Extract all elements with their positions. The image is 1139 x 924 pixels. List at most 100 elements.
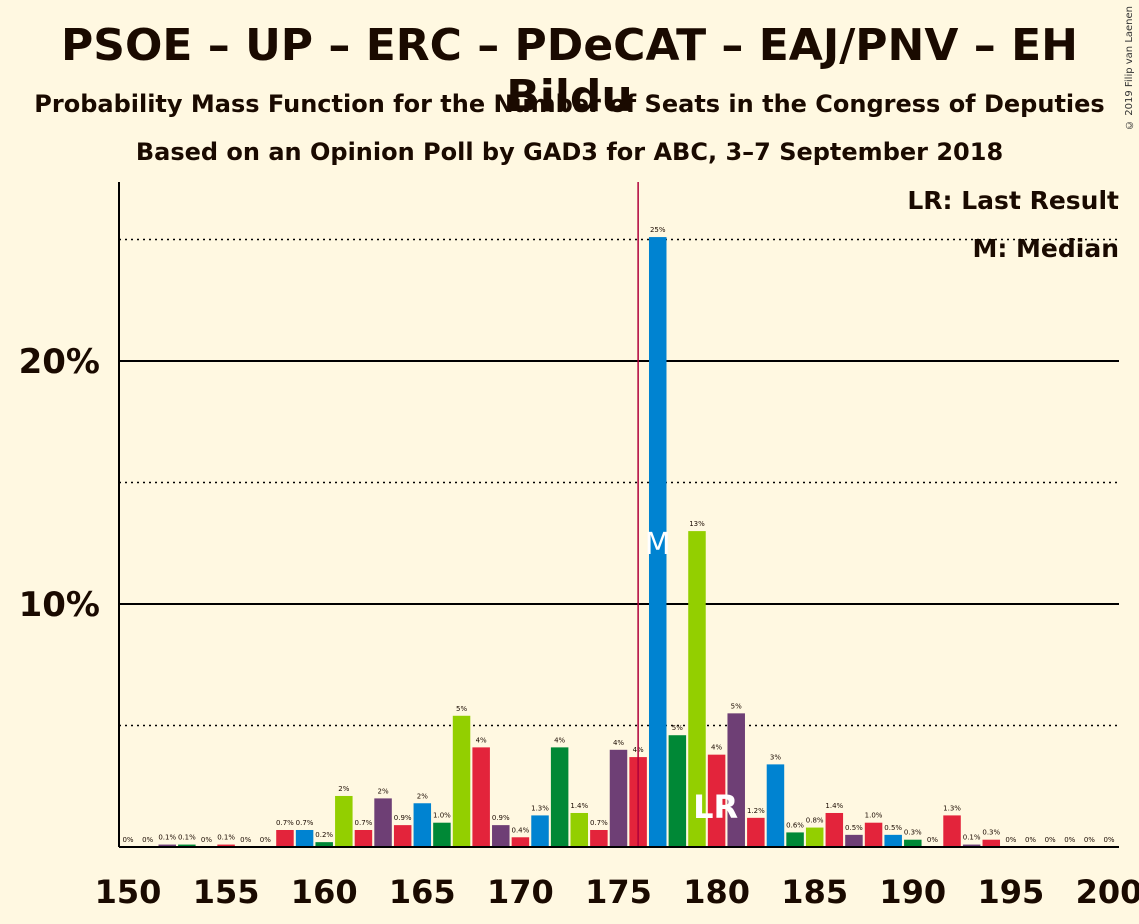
data-label-170: 0.4% [512,826,530,834]
x-tick-label: 190 [879,873,946,911]
last-result-marker: LR [693,788,738,826]
chart-subtitle: Probability Mass Function for the Number… [34,90,1105,118]
bar-178 [668,735,687,847]
bar-188 [864,822,883,847]
y-tick-label: 20% [19,342,100,382]
x-tick-label: 185 [781,873,848,911]
data-label-198: 0% [1064,836,1075,844]
data-label-158: 0.7% [276,819,294,827]
y-tick-label: 10% [19,585,100,625]
bar-186 [825,812,844,847]
data-label-193: 0.1% [963,834,981,842]
data-label-194: 0.3% [982,829,1000,837]
data-label-154: 0% [201,836,212,844]
bar-174 [590,829,608,847]
bar-167 [452,715,471,847]
bar-160 [315,842,333,847]
bar-172 [550,747,569,847]
bar-161 [335,795,353,847]
data-label-179: 13% [689,520,705,528]
data-label-168: 4% [476,736,487,744]
data-label-151: 0% [142,836,153,844]
bar-158 [276,829,294,847]
data-label-191: 0% [927,836,938,844]
data-label-188: 1.0% [865,812,883,820]
data-label-157: 0% [260,836,271,844]
data-label-153: 0.1% [178,834,196,842]
data-label-186: 1.4% [825,802,843,810]
data-label-159: 0.7% [296,819,314,827]
bar-183 [766,764,785,847]
data-label-160: 0.2% [315,831,333,839]
bar-190 [904,839,922,847]
x-tick-label: 155 [193,873,260,911]
x-tick-label: 160 [291,873,358,911]
data-label-190: 0.3% [904,829,922,837]
bar-165 [413,803,432,847]
data-label-167: 5% [456,705,467,713]
data-label-181: 5% [731,702,742,710]
bar-173 [570,812,589,847]
bar-170 [511,837,530,847]
bar-171 [531,815,549,847]
data-label-162: 0.7% [355,819,373,827]
x-tick-label: 165 [389,873,456,911]
bar-152 [158,844,176,847]
data-label-200: 0% [1103,836,1114,844]
data-label-161: 2% [338,785,349,793]
bar-181 [727,713,745,847]
data-label-171: 1.3% [531,804,549,812]
data-label-164: 0.9% [394,814,412,822]
median-marker: M [645,527,671,562]
data-label-177: 25% [650,226,666,234]
data-label-165: 2% [417,792,428,800]
bar-162 [354,829,373,847]
x-tick-label: 195 [978,873,1045,911]
data-label-166: 1.0% [433,812,451,820]
bar-192 [943,815,961,847]
bar-180 [707,754,726,847]
bar-168 [472,747,490,847]
bar-177 [648,237,667,847]
x-tick-label: 200 [1076,873,1139,911]
data-label-156: 0% [240,836,251,844]
bar-155 [217,844,235,847]
data-label-174: 0.7% [590,819,608,827]
data-label-199: 0% [1084,836,1095,844]
bar-175 [609,749,628,847]
bar-179 [688,531,706,847]
data-label-169: 0.9% [492,814,510,822]
x-tick-label: 170 [487,873,554,911]
bar-164 [393,825,412,847]
data-label-184: 0.6% [786,821,804,829]
data-label-172: 4% [554,736,565,744]
data-label-180: 4% [711,744,722,752]
data-label-150: 0% [122,836,133,844]
data-label-197: 0% [1045,836,1056,844]
chart-subtitle-source: Based on an Opinion Poll by GAD3 for ABC… [135,138,1004,166]
bar-182 [747,817,765,847]
data-label-189: 0.5% [884,824,902,832]
bar-185 [805,827,824,847]
bar-184 [786,832,804,847]
bar-187 [845,834,863,847]
data-label-192: 1.3% [943,804,961,812]
data-label-178: 5% [672,724,683,732]
chart-title: PSOE – UP – ERC – PDeCAT – EAJ/PNV – EH … [61,20,1078,122]
legend-last-result: LR: Last Result [907,186,1119,215]
bar-166 [433,822,451,847]
data-label-163: 2% [378,787,389,795]
x-tick-label: 150 [95,873,162,911]
data-label-152: 0.1% [158,834,176,842]
x-tick-label: 180 [683,873,750,911]
data-label-175: 4% [613,739,624,747]
data-label-195: 0% [1005,836,1016,844]
bar-194 [982,839,1001,847]
bar-153 [178,844,196,847]
data-label-183: 3% [770,753,781,761]
bar-159 [295,829,314,847]
bar-189 [884,834,902,847]
bar-169 [492,825,510,847]
data-label-187: 0.5% [845,824,863,832]
